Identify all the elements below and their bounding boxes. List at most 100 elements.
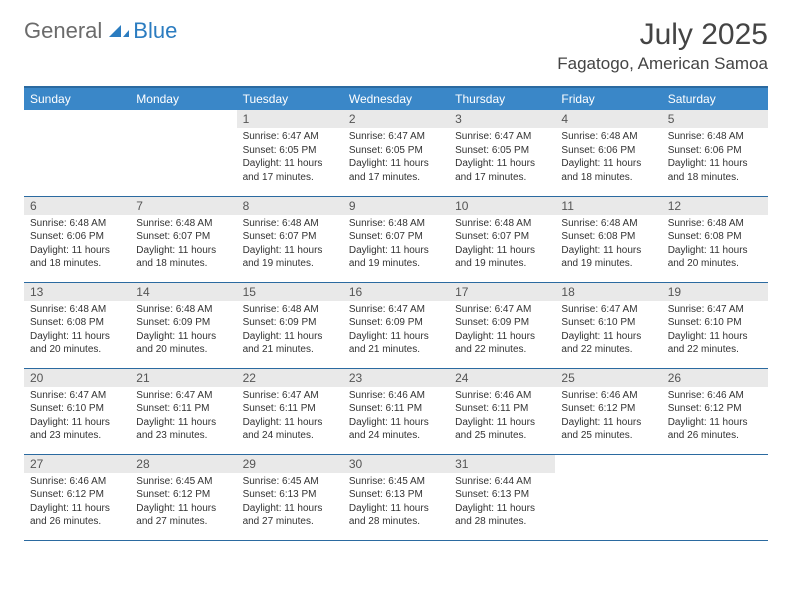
day-dl2: and 21 minutes. <box>349 343 443 357</box>
day-dl1: Daylight: 11 hours <box>668 244 762 258</box>
day-sr: Sunrise: 6:46 AM <box>668 389 762 403</box>
day-ss: Sunset: 6:06 PM <box>30 230 124 244</box>
calendar-day-cell: 14Sunrise: 6:48 AMSunset: 6:09 PMDayligh… <box>130 282 236 368</box>
calendar-week-row: 1Sunrise: 6:47 AMSunset: 6:05 PMDaylight… <box>24 110 768 196</box>
day-dl2: and 20 minutes. <box>668 257 762 271</box>
day-details: Sunrise: 6:47 AMSunset: 6:11 PMDaylight:… <box>130 387 236 447</box>
day-number: 25 <box>555 369 661 387</box>
day-number: 24 <box>449 369 555 387</box>
day-dl2: and 19 minutes. <box>349 257 443 271</box>
calendar-day-cell: 7Sunrise: 6:48 AMSunset: 6:07 PMDaylight… <box>130 196 236 282</box>
day-dl2: and 22 minutes. <box>668 343 762 357</box>
day-number: 20 <box>24 369 130 387</box>
day-dl2: and 28 minutes. <box>455 515 549 529</box>
day-number: 30 <box>343 455 449 473</box>
day-details: Sunrise: 6:48 AMSunset: 6:07 PMDaylight:… <box>237 215 343 275</box>
day-dl1: Daylight: 11 hours <box>455 157 549 171</box>
day-ss: Sunset: 6:07 PM <box>349 230 443 244</box>
calendar-day-cell: 22Sunrise: 6:47 AMSunset: 6:11 PMDayligh… <box>237 368 343 454</box>
day-details: Sunrise: 6:48 AMSunset: 6:07 PMDaylight:… <box>130 215 236 275</box>
calendar-day-cell: 18Sunrise: 6:47 AMSunset: 6:10 PMDayligh… <box>555 282 661 368</box>
day-details: Sunrise: 6:47 AMSunset: 6:11 PMDaylight:… <box>237 387 343 447</box>
day-details: Sunrise: 6:46 AMSunset: 6:11 PMDaylight:… <box>343 387 449 447</box>
weekday-heading: Saturday <box>662 87 768 110</box>
day-details: Sunrise: 6:47 AMSunset: 6:10 PMDaylight:… <box>662 301 768 361</box>
weekday-heading: Wednesday <box>343 87 449 110</box>
day-number: 17 <box>449 283 555 301</box>
day-dl1: Daylight: 11 hours <box>561 330 655 344</box>
day-sr: Sunrise: 6:46 AM <box>30 475 124 489</box>
day-ss: Sunset: 6:07 PM <box>136 230 230 244</box>
day-sr: Sunrise: 6:48 AM <box>561 217 655 231</box>
calendar-day-cell: 19Sunrise: 6:47 AMSunset: 6:10 PMDayligh… <box>662 282 768 368</box>
calendar-body: 1Sunrise: 6:47 AMSunset: 6:05 PMDaylight… <box>24 110 768 540</box>
calendar-day-cell: 3Sunrise: 6:47 AMSunset: 6:05 PMDaylight… <box>449 110 555 196</box>
day-ss: Sunset: 6:05 PM <box>455 144 549 158</box>
day-details: Sunrise: 6:47 AMSunset: 6:10 PMDaylight:… <box>555 301 661 361</box>
calendar-day-cell: 24Sunrise: 6:46 AMSunset: 6:11 PMDayligh… <box>449 368 555 454</box>
day-dl2: and 19 minutes. <box>455 257 549 271</box>
day-dl2: and 28 minutes. <box>349 515 443 529</box>
calendar-day-cell: 16Sunrise: 6:47 AMSunset: 6:09 PMDayligh… <box>343 282 449 368</box>
day-number: 28 <box>130 455 236 473</box>
day-details: Sunrise: 6:48 AMSunset: 6:07 PMDaylight:… <box>343 215 449 275</box>
day-dl2: and 18 minutes. <box>136 257 230 271</box>
day-sr: Sunrise: 6:46 AM <box>349 389 443 403</box>
day-dl1: Daylight: 11 hours <box>243 330 337 344</box>
day-dl2: and 18 minutes. <box>561 171 655 185</box>
day-ss: Sunset: 6:11 PM <box>455 402 549 416</box>
day-ss: Sunset: 6:05 PM <box>243 144 337 158</box>
day-dl2: and 20 minutes. <box>30 343 124 357</box>
day-dl1: Daylight: 11 hours <box>30 244 124 258</box>
day-details: Sunrise: 6:48 AMSunset: 6:08 PMDaylight:… <box>662 215 768 275</box>
day-ss: Sunset: 6:13 PM <box>349 488 443 502</box>
day-ss: Sunset: 6:12 PM <box>136 488 230 502</box>
day-dl2: and 25 minutes. <box>455 429 549 443</box>
day-number: 1 <box>237 110 343 128</box>
calendar-table: Sunday Monday Tuesday Wednesday Thursday… <box>24 86 768 541</box>
day-dl2: and 19 minutes. <box>243 257 337 271</box>
day-sr: Sunrise: 6:47 AM <box>455 130 549 144</box>
day-dl2: and 23 minutes. <box>136 429 230 443</box>
weekday-heading: Thursday <box>449 87 555 110</box>
day-sr: Sunrise: 6:46 AM <box>561 389 655 403</box>
day-ss: Sunset: 6:07 PM <box>455 230 549 244</box>
day-ss: Sunset: 6:09 PM <box>455 316 549 330</box>
weekday-heading: Tuesday <box>237 87 343 110</box>
day-dl2: and 20 minutes. <box>136 343 230 357</box>
calendar-day-cell: 8Sunrise: 6:48 AMSunset: 6:07 PMDaylight… <box>237 196 343 282</box>
day-details: Sunrise: 6:48 AMSunset: 6:08 PMDaylight:… <box>555 215 661 275</box>
day-number: 8 <box>237 197 343 215</box>
day-dl1: Daylight: 11 hours <box>136 416 230 430</box>
day-dl1: Daylight: 11 hours <box>455 330 549 344</box>
day-number: 2 <box>343 110 449 128</box>
calendar-day-cell: 13Sunrise: 6:48 AMSunset: 6:08 PMDayligh… <box>24 282 130 368</box>
day-dl2: and 17 minutes. <box>455 171 549 185</box>
day-ss: Sunset: 6:07 PM <box>243 230 337 244</box>
day-dl2: and 26 minutes. <box>668 429 762 443</box>
day-dl1: Daylight: 11 hours <box>668 416 762 430</box>
day-ss: Sunset: 6:08 PM <box>668 230 762 244</box>
day-number: 4 <box>555 110 661 128</box>
day-ss: Sunset: 6:12 PM <box>668 402 762 416</box>
day-sr: Sunrise: 6:48 AM <box>243 217 337 231</box>
day-dl2: and 22 minutes. <box>561 343 655 357</box>
day-sr: Sunrise: 6:48 AM <box>668 217 762 231</box>
day-ss: Sunset: 6:10 PM <box>561 316 655 330</box>
day-number: 9 <box>343 197 449 215</box>
calendar-week-row: 13Sunrise: 6:48 AMSunset: 6:08 PMDayligh… <box>24 282 768 368</box>
day-dl1: Daylight: 11 hours <box>30 330 124 344</box>
day-number: 13 <box>24 283 130 301</box>
day-dl2: and 24 minutes. <box>243 429 337 443</box>
day-sr: Sunrise: 6:47 AM <box>136 389 230 403</box>
calendar-day-cell: 6Sunrise: 6:48 AMSunset: 6:06 PMDaylight… <box>24 196 130 282</box>
day-sr: Sunrise: 6:48 AM <box>30 217 124 231</box>
day-ss: Sunset: 6:10 PM <box>668 316 762 330</box>
day-dl2: and 24 minutes. <box>349 429 443 443</box>
day-details: Sunrise: 6:45 AMSunset: 6:12 PMDaylight:… <box>130 473 236 533</box>
day-ss: Sunset: 6:11 PM <box>243 402 337 416</box>
day-dl2: and 21 minutes. <box>243 343 337 357</box>
brand-part2: Blue <box>133 18 177 44</box>
calendar-day-cell: 10Sunrise: 6:48 AMSunset: 6:07 PMDayligh… <box>449 196 555 282</box>
calendar-day-cell <box>555 454 661 540</box>
